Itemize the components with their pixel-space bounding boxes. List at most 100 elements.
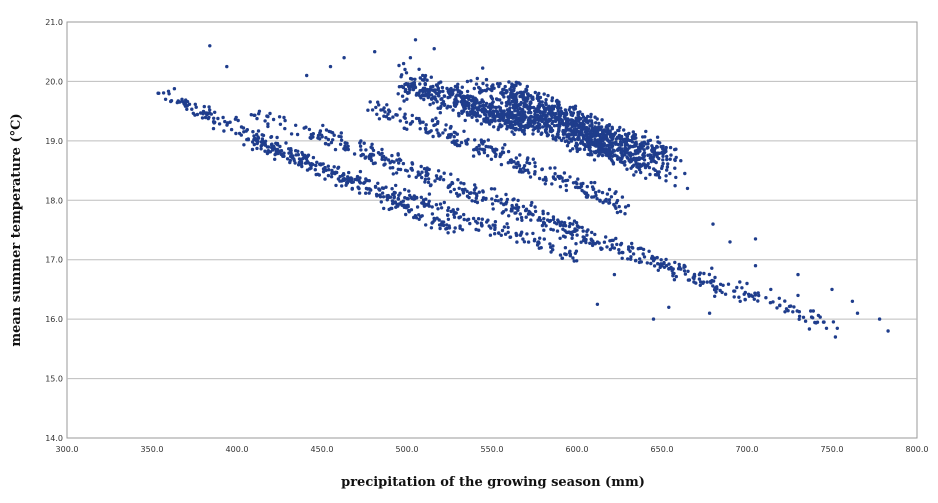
data-point bbox=[336, 166, 340, 170]
data-point bbox=[546, 133, 550, 137]
data-point bbox=[394, 183, 398, 188]
data-point bbox=[507, 80, 511, 84]
data-point bbox=[255, 132, 259, 137]
data-point bbox=[368, 100, 372, 104]
data-point bbox=[440, 101, 444, 106]
data-point bbox=[757, 293, 761, 298]
data-point bbox=[502, 202, 506, 207]
x-tick-label: 550.0 bbox=[481, 445, 504, 454]
data-point bbox=[512, 120, 516, 124]
data-point bbox=[404, 120, 409, 125]
data-point bbox=[481, 142, 485, 146]
data-point bbox=[242, 143, 246, 147]
data-point bbox=[169, 99, 173, 104]
data-point bbox=[234, 115, 238, 120]
data-point bbox=[529, 212, 533, 216]
data-point bbox=[350, 180, 354, 184]
data-point bbox=[437, 94, 441, 98]
data-point bbox=[463, 187, 467, 191]
data-point bbox=[797, 314, 802, 318]
data-point bbox=[628, 249, 632, 253]
data-point bbox=[488, 111, 492, 116]
data-point bbox=[294, 123, 298, 128]
data-point bbox=[596, 138, 600, 142]
data-point bbox=[435, 128, 439, 132]
data-point bbox=[446, 217, 451, 221]
data-point bbox=[285, 157, 290, 161]
data-point bbox=[659, 145, 663, 149]
x-tick-label: 600.0 bbox=[566, 445, 589, 454]
data-point bbox=[321, 167, 326, 171]
data-point bbox=[423, 202, 428, 207]
data-point bbox=[350, 177, 354, 181]
data-point bbox=[491, 149, 495, 153]
data-point bbox=[313, 168, 317, 172]
data-point bbox=[283, 126, 287, 131]
data-point bbox=[332, 165, 336, 169]
data-point bbox=[329, 140, 334, 145]
data-point bbox=[645, 146, 649, 150]
data-point bbox=[551, 217, 556, 222]
data-point bbox=[436, 120, 440, 124]
data-point bbox=[399, 158, 403, 162]
data-point bbox=[423, 94, 427, 98]
data-point bbox=[260, 143, 264, 147]
data-point bbox=[418, 82, 422, 86]
data-point bbox=[646, 153, 650, 157]
data-point bbox=[569, 122, 573, 127]
data-point bbox=[620, 147, 624, 151]
data-point bbox=[558, 236, 562, 240]
data-point bbox=[510, 123, 515, 128]
data-point bbox=[541, 178, 545, 182]
data-point bbox=[821, 320, 826, 324]
data-point bbox=[498, 152, 503, 156]
data-point bbox=[542, 105, 546, 110]
data-point bbox=[519, 116, 523, 120]
data-point bbox=[390, 199, 395, 203]
data-point bbox=[442, 94, 446, 98]
data-point bbox=[423, 177, 428, 181]
data-point bbox=[549, 250, 553, 254]
data-point bbox=[460, 85, 464, 89]
data-point bbox=[490, 197, 494, 201]
data-point bbox=[615, 242, 619, 247]
data-point bbox=[504, 104, 509, 108]
data-point bbox=[743, 297, 747, 302]
data-point bbox=[588, 130, 593, 134]
data-point bbox=[557, 136, 562, 140]
data-point bbox=[347, 170, 351, 175]
data-point bbox=[530, 200, 534, 205]
data-point bbox=[431, 101, 435, 105]
data-point bbox=[265, 114, 269, 118]
data-point bbox=[524, 215, 528, 219]
data-point bbox=[413, 77, 417, 82]
data-point bbox=[536, 240, 541, 244]
data-point bbox=[737, 295, 741, 299]
data-point bbox=[565, 139, 569, 143]
data-point bbox=[318, 162, 322, 166]
data-point bbox=[289, 132, 294, 136]
data-point bbox=[421, 73, 425, 78]
data-point bbox=[809, 309, 813, 313]
data-point bbox=[547, 219, 552, 224]
data-point bbox=[298, 162, 302, 166]
data-point bbox=[710, 266, 714, 270]
data-point bbox=[496, 199, 500, 203]
x-tick-label: 350.0 bbox=[141, 445, 164, 454]
x-tick-label: 650.0 bbox=[651, 445, 674, 454]
data-point bbox=[538, 111, 543, 115]
data-point bbox=[556, 115, 560, 120]
data-point bbox=[568, 221, 572, 226]
data-point bbox=[549, 245, 553, 249]
data-point bbox=[211, 126, 216, 131]
data-point bbox=[533, 90, 537, 95]
data-point bbox=[544, 224, 548, 228]
data-point bbox=[512, 160, 516, 164]
data-point bbox=[557, 126, 561, 130]
data-point bbox=[216, 116, 220, 121]
data-point bbox=[672, 278, 677, 282]
data-point bbox=[422, 97, 426, 102]
data-point bbox=[623, 163, 627, 167]
data-point bbox=[649, 153, 653, 157]
data-point bbox=[783, 299, 787, 303]
